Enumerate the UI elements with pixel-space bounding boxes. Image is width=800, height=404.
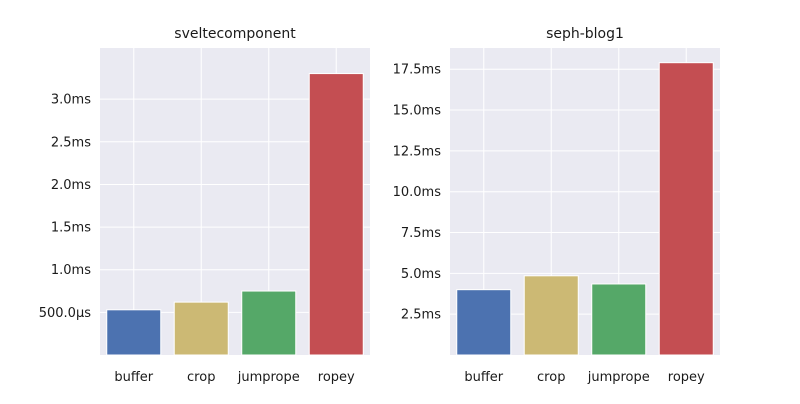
- y-tick-label: 2.0ms: [51, 178, 91, 193]
- bar-jumprope: [591, 283, 647, 356]
- chart-panel-1: 500.0µs 1.0ms 1.5ms 2.0ms 2.5ms 3.0ms buffer cr…: [39, 26, 370, 385]
- y-tick-label: 5.0ms: [401, 267, 441, 282]
- y-tick-label: 3.0ms: [51, 93, 91, 108]
- bar-crop: [173, 301, 229, 356]
- y-tick-label: 2.5ms: [51, 135, 91, 150]
- x-tick-label: buffer: [464, 370, 503, 385]
- chart-title: seph-blog1: [546, 26, 624, 42]
- x-tick-label: jumprope: [587, 370, 650, 385]
- y-tick-label: 1.5ms: [51, 221, 91, 236]
- bar-jumprope: [241, 290, 297, 356]
- bar-buffer: [106, 309, 162, 356]
- x-tick-label: ropey: [318, 370, 355, 385]
- x-tick-label: crop: [537, 370, 565, 385]
- y-tick-label: 10.0ms: [393, 185, 442, 200]
- y-tick-label: 12.5ms: [393, 144, 442, 159]
- y-tick-label: 1.0ms: [51, 263, 91, 278]
- bar-buffer: [456, 289, 512, 356]
- chart-title: sveltecomponent: [174, 26, 296, 42]
- x-tick-label: ropey: [668, 370, 705, 385]
- y-tick-label: 7.5ms: [401, 226, 441, 241]
- chart-panel-2: 2.5ms 5.0ms 7.5ms 10.0ms 12.5ms 15.0ms 17.5ms b…: [393, 26, 720, 385]
- bar-ropey: [658, 62, 714, 356]
- x-tick-label: crop: [187, 370, 215, 385]
- y-tick-label: 500.0µs: [39, 306, 91, 321]
- bar-ropey: [308, 73, 364, 356]
- x-tick-label: buffer: [114, 370, 153, 385]
- y-tick-label: 15.0ms: [393, 104, 442, 119]
- bar-crop: [523, 275, 579, 356]
- y-tick-label: 17.5ms: [393, 63, 442, 78]
- y-tick-label: 2.5ms: [401, 308, 441, 323]
- x-tick-label: jumprope: [237, 370, 300, 385]
